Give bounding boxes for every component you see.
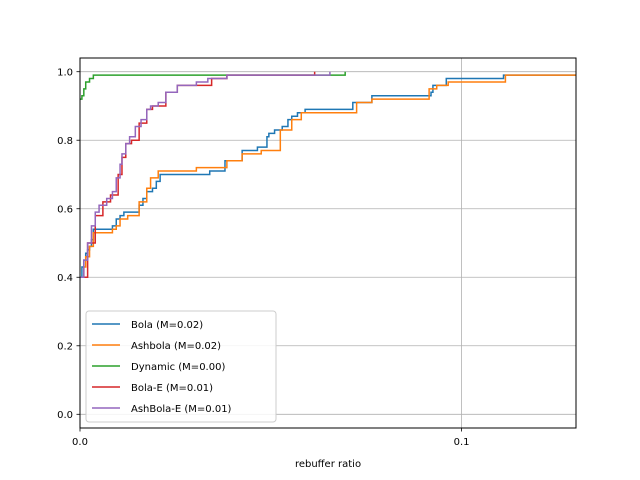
plot-series: [80, 71, 576, 279]
legend-label: Bola-E (M=0.01): [131, 383, 213, 394]
axis-ticks: 0.0 0.2 0.4 0.6 0.8 1.0 0.0 0.1: [57, 67, 469, 448]
legend-label: Dynamic (M=0.00): [131, 362, 225, 373]
y-tick-label: 0.8: [57, 136, 73, 147]
legend: Bola (M=0.02) Ashbola (M=0.02) Dynamic (M=…: [85, 310, 277, 423]
series-line: [80, 71, 331, 279]
y-tick-label: 0.4: [57, 273, 73, 284]
series-line: [80, 71, 316, 279]
legend-label: Bola (M=0.02): [131, 320, 203, 331]
y-tick-label: 0.2: [57, 341, 73, 352]
x-axis-label: rebuffer ratio: [295, 459, 361, 470]
legend-label: AshBola-E (M=0.01): [131, 404, 232, 415]
plot-frame: [79, 57, 577, 429]
y-tick-label: 0.6: [57, 204, 73, 215]
x-tick-label: 0.0: [72, 437, 88, 448]
x-tick-label: 0.1: [454, 437, 470, 448]
y-tick-label: 0.0: [57, 410, 73, 421]
legend-label: Ashbola (M=0.02): [131, 341, 221, 352]
series-line: [80, 74, 576, 279]
series-line: [80, 71, 346, 100]
legend-box: [85, 310, 277, 423]
y-tick-label: 1.0: [57, 67, 73, 78]
